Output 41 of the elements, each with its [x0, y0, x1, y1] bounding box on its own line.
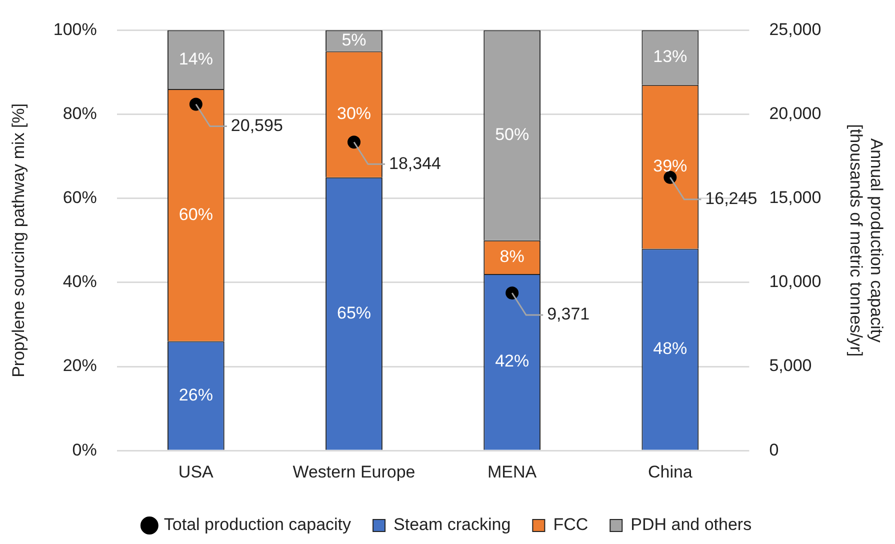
y-tick-label: 20%	[62, 356, 97, 376]
point	[348, 136, 360, 149]
y-tick-label: 60%	[62, 188, 97, 208]
point	[506, 286, 519, 300]
y2-tick-label: 15,000	[769, 188, 822, 208]
data-label: 8%	[500, 246, 524, 266]
y-tick-label: 100%	[53, 20, 97, 39]
data-label: 50%	[495, 124, 530, 144]
y2-tick-label: 5,000	[769, 356, 812, 376]
point	[189, 98, 202, 111]
data-label: 48%	[653, 339, 688, 358]
legend-label: Steam cracking	[394, 515, 511, 534]
x-tick-label: MENA	[488, 462, 538, 482]
legend-label: Total production capacity	[164, 515, 352, 534]
y2-tick-label: 25,000	[769, 20, 822, 39]
y2-axis-title: Annual production capacity [thousands of metric tonnes/yr]	[846, 124, 886, 357]
y-tick-label: 0%	[72, 440, 97, 460]
x-tick-label: USA	[178, 462, 214, 482]
data-label: 26%	[178, 385, 213, 404]
y2-tick-label: 0	[769, 440, 779, 460]
data-label: 18,344	[389, 154, 441, 173]
data-label: 65%	[336, 303, 372, 322]
x-tick-label: Western Europe	[292, 462, 416, 482]
data-label: 13%	[653, 47, 688, 66]
data-label: 16,245	[705, 189, 758, 208]
data-label: 14%	[178, 49, 213, 68]
data-label: 9,371	[547, 304, 590, 324]
data-label: 30%	[336, 104, 372, 123]
data-label: 42%	[495, 352, 530, 371]
y2-tick-label: 20,000	[769, 104, 822, 123]
y-tick-label: 80%	[62, 104, 97, 123]
data-label: 5%	[342, 30, 366, 50]
legend-label: FCC	[553, 515, 588, 534]
y-axis-title: Propylene sourcing pathway mix [%]	[8, 103, 28, 378]
data-label: 60%	[178, 204, 213, 224]
x-tick-label: China	[648, 462, 693, 482]
legend-label: PDH and others	[630, 515, 752, 534]
y-tick-label: 40%	[62, 272, 97, 292]
data-label: 20,595	[230, 116, 283, 135]
data-label: 39%	[653, 156, 688, 176]
y2-tick-label: 10,000	[769, 272, 822, 292]
